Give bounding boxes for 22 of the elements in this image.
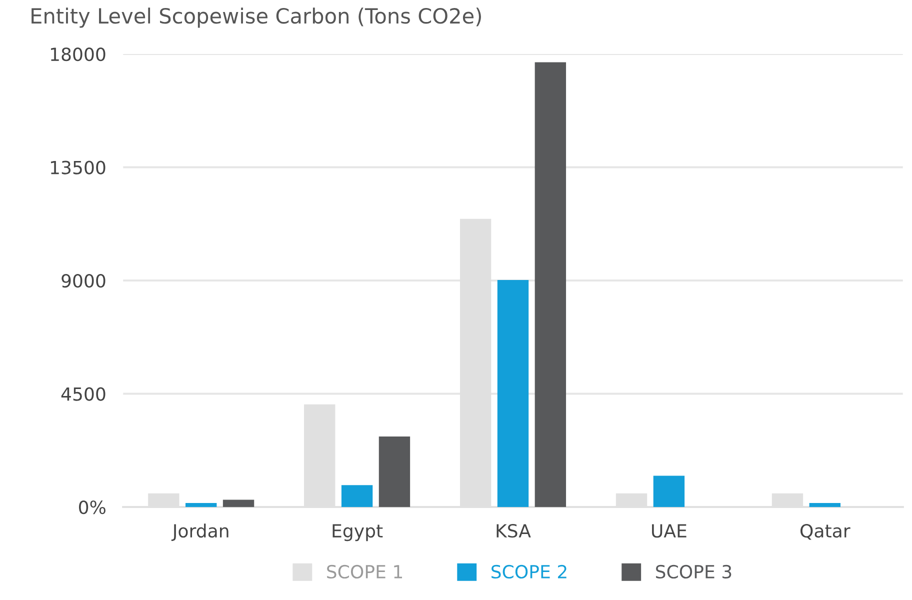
bar xyxy=(653,476,685,507)
legend-label: SCOPE 1 xyxy=(327,564,402,579)
y-tick-label: 0% xyxy=(79,500,106,514)
bar xyxy=(378,436,410,507)
bar xyxy=(497,280,529,507)
bar xyxy=(186,502,217,507)
bar xyxy=(534,62,566,507)
y-tick-label: 18000 xyxy=(50,47,106,62)
x-tick-label: Qatar xyxy=(800,524,850,540)
x-tick-label: KSA xyxy=(496,524,531,538)
x-tick-label: Egypt xyxy=(332,524,383,542)
legend-label: SCOPE 2 xyxy=(492,564,566,579)
y-tick-label: 4500 xyxy=(61,387,106,401)
bar xyxy=(222,500,254,507)
x-tick-label: UAE xyxy=(652,524,686,538)
y-tick-label: 13500 xyxy=(50,160,106,174)
x-tick-label: Jordan xyxy=(171,524,228,541)
bar xyxy=(341,485,373,507)
y-tick-label: 9000 xyxy=(62,274,106,288)
bar xyxy=(809,502,840,507)
legend-label: SCOPE 3 xyxy=(656,564,732,579)
chart-title: Entity Level Scopewise Carbon (Tons CO2e) xyxy=(32,8,481,28)
